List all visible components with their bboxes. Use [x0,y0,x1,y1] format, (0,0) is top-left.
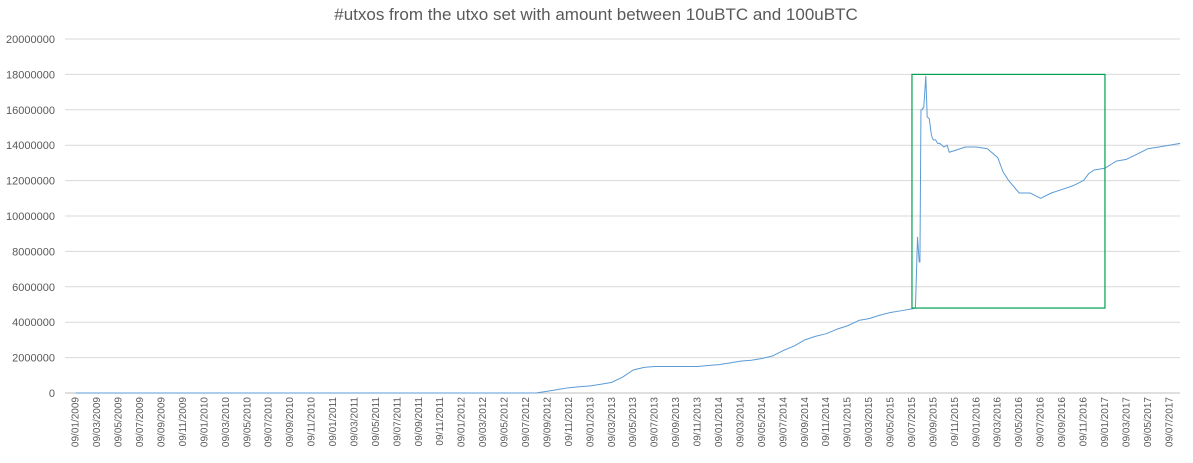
x-tick-label: 09/11/2011 [435,397,446,446]
x-tick-label: 09/07/2017 [1164,397,1175,447]
x-tick-label: 09/05/2017 [1143,397,1154,447]
x-tick-label: 09/09/2010 [285,397,296,447]
x-tick-label: 09/03/2009 [92,397,103,447]
x-tick-label: 09/09/2015 [928,397,939,447]
x-tick-label: 09/03/2014 [735,397,746,447]
x-tick-label: 09/05/2012 [500,397,511,447]
x-tick-label: 09/11/2012 [564,397,575,447]
x-tick-label: 09/01/2017 [1100,397,1111,447]
x-tick-label: 09/05/2011 [371,397,382,447]
x-tick-label: 09/09/2013 [671,397,682,447]
x-tick-label: 09/09/2009 [156,397,167,447]
x-tick-label: 09/03/2012 [478,397,489,447]
x-tick-label: 09/11/2014 [821,397,832,447]
series-layer [75,75,1181,394]
x-tick-label: 09/05/2009 [114,397,125,447]
x-tick-label: 09/07/2015 [907,397,918,447]
y-tick-label: 18000000 [6,69,55,81]
x-tick-label: 09/09/2012 [542,397,553,447]
x-tick-label: 09/07/2011 [392,397,403,447]
y-tick-label: 6000000 [12,282,55,294]
gridlines [65,38,1180,359]
y-tick-label: 2000000 [12,353,55,365]
x-tick-label: 09/09/2014 [800,397,811,447]
y-tick-label: 0 [49,388,55,400]
x-tick-label: 09/05/2016 [1014,397,1025,447]
x-tick-label: 09/01/2012 [457,397,468,447]
y-axis-tick-labels: 0 2000000 4000000 6000000 8000000 10000000 120… [6,34,55,400]
x-tick-label: 09/05/2013 [628,397,639,447]
y-tick-label: 10000000 [6,211,55,223]
highlight-rectangle [911,73,1106,309]
x-tick-label: 09/05/2010 [242,397,253,447]
x-tick-label: 09/07/2010 [264,397,275,447]
x-tick-label: 09/07/2009 [135,397,146,447]
y-tick-label: 4000000 [12,317,55,329]
y-tick-label: 8000000 [12,246,55,258]
y-tick-label: 12000000 [6,176,55,188]
x-tick-label: 09/09/2016 [1057,397,1068,447]
x-tick-label: 09/03/2017 [1121,397,1132,447]
x-tick-label: 09/11/2016 [1079,397,1090,447]
x-axis-tick-labels: 09/01/2009 09/03/2009 09/05/2009 09/07/2009… [71,397,1176,447]
x-tick-label: 09/09/2011 [414,397,425,447]
x-tick-label: 09/01/2010 [199,397,210,447]
x-tick-label: 09/03/2011 [349,397,360,447]
x-tick-label: 09/01/2014 [714,397,725,447]
x-tick-label: 09/01/2015 [843,397,854,447]
x-tick-label: 09/05/2015 [886,397,897,447]
x-tick-label: 09/07/2014 [778,397,789,447]
y-tick-label: 20000000 [6,34,55,46]
series-line [75,75,1181,394]
y-tick-label: 14000000 [6,140,55,152]
x-tick-label: 09/01/2016 [971,397,982,447]
x-tick-label: 09/07/2012 [521,397,532,447]
x-tick-label: 09/05/2014 [757,397,768,447]
x-tick-label: 09/03/2016 [993,397,1004,447]
x-tick-label: 09/11/2010 [307,397,318,447]
x-tick-label: 09/03/2015 [864,397,875,447]
x-tick-label: 09/01/2009 [71,397,82,447]
x-tick-label: 09/07/2016 [1036,397,1047,447]
annotation-layer [911,73,1106,309]
y-tick-label: 16000000 [6,105,55,117]
x-tick-label: 09/01/2013 [585,397,596,447]
x-tick-label: 09/07/2013 [650,397,661,447]
x-tick-label: 09/11/2015 [950,397,961,447]
chart-title: #utxos from the utxo set with amount bet… [334,5,858,24]
x-tick-label: 09/03/2010 [221,397,232,447]
x-tick-label: 09/11/2009 [178,397,189,447]
x-tick-label: 09/03/2013 [607,397,618,447]
x-tick-label: 09/01/2011 [328,397,339,447]
x-tick-label: 09/11/2013 [693,397,704,447]
